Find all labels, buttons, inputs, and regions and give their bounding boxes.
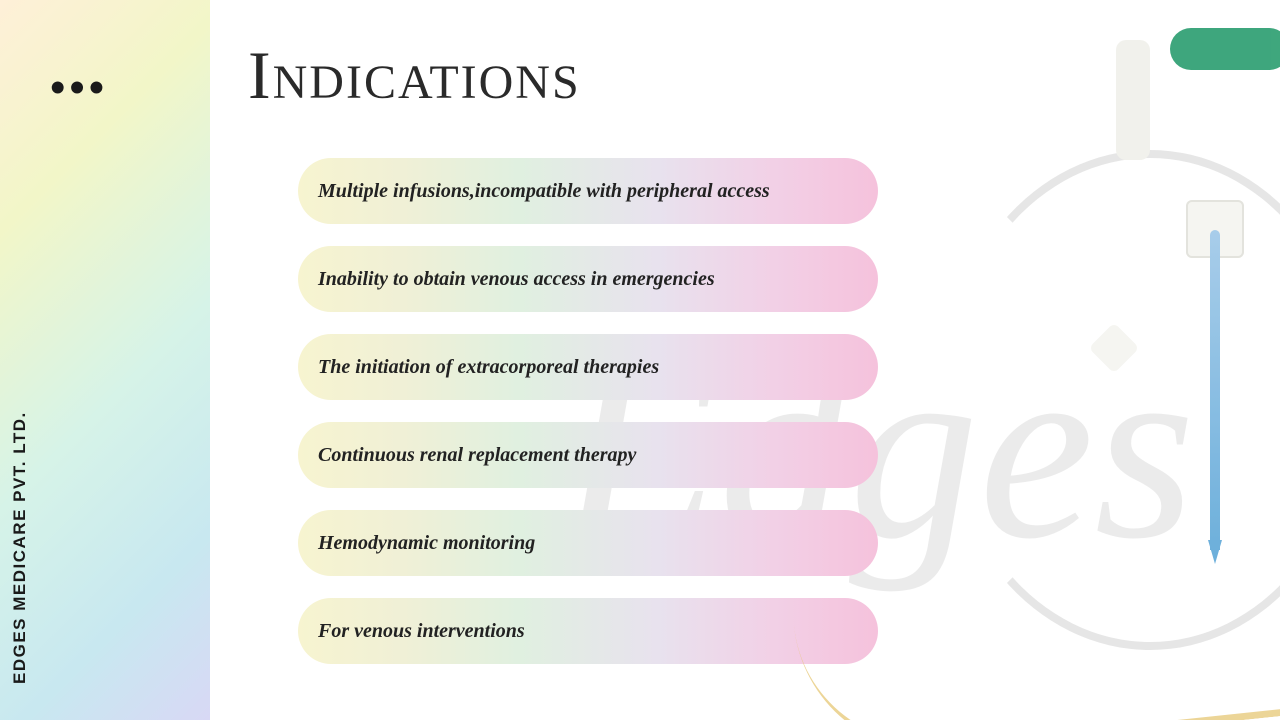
handle-green-shape <box>1170 28 1280 70</box>
list-item: Continuous renal replacement therapy <box>298 422 878 488</box>
company-name-vertical: EDGES MEDICARE PVT. LTD. <box>10 411 30 684</box>
device-illustration <box>960 0 1280 720</box>
needle-shape <box>1210 230 1220 550</box>
list-item-label: Multiple infusions,incompatible with per… <box>318 180 770 203</box>
connector-shape <box>1186 200 1244 258</box>
list-item-label: Hemodynamic monitoring <box>318 532 535 555</box>
list-item-label: The initiation of extracorporeal therapi… <box>318 356 659 379</box>
clip-shape <box>1089 323 1140 374</box>
ellipsis-icon: ••• <box>50 62 108 113</box>
page-title: Indications <box>248 36 581 115</box>
list-item: For venous interventions <box>298 598 878 664</box>
catheter-loop-shape <box>940 150 1280 650</box>
list-item: Inability to obtain venous access in eme… <box>298 246 878 312</box>
list-item: Hemodynamic monitoring <box>298 510 878 576</box>
list-item-label: Inability to obtain venous access in eme… <box>318 268 715 291</box>
list-item-label: Continuous renal replacement therapy <box>318 444 636 467</box>
list-item-label: For venous interventions <box>318 620 525 643</box>
sidebar-panel: ••• EDGES MEDICARE PVT. LTD. <box>0 0 210 720</box>
list-item: The initiation of extracorporeal therapi… <box>298 334 878 400</box>
indication-list: Multiple infusions,incompatible with per… <box>298 158 878 664</box>
needle-tip-shape <box>1208 540 1222 564</box>
hub-shape <box>1116 40 1150 160</box>
list-item: Multiple infusions,incompatible with per… <box>298 158 878 224</box>
